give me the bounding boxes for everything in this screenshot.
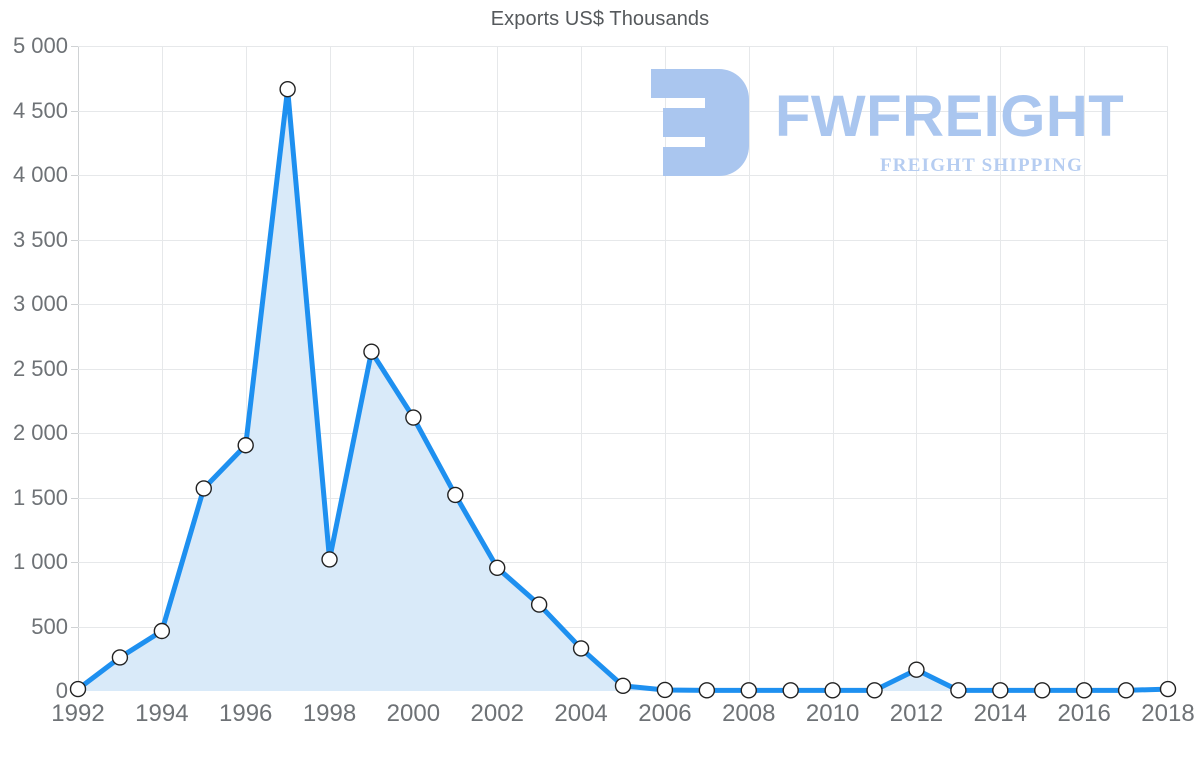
data-point-marker[interactable] bbox=[908, 661, 925, 678]
x-tick-label: 2000 bbox=[386, 700, 441, 727]
y-tick-label: 3 000 bbox=[12, 291, 68, 316]
x-tick-label: 2010 bbox=[805, 700, 860, 727]
y-tick-label: 500 bbox=[31, 613, 68, 639]
x-tick-label: 1996 bbox=[218, 700, 273, 727]
x-tick-label: 2002 bbox=[470, 700, 524, 727]
data-point-marker[interactable] bbox=[1075, 682, 1093, 699]
series-area-fill bbox=[78, 89, 1168, 691]
y-tick-label: 3 500 bbox=[12, 226, 68, 252]
plot-area bbox=[69, 46, 1177, 699]
x-tick-label: 1994 bbox=[135, 700, 189, 727]
data-point-marker[interactable] bbox=[489, 559, 506, 576]
data-point-marker[interactable] bbox=[1117, 682, 1135, 699]
gridline-horizontal bbox=[78, 304, 1168, 305]
gridline-horizontal bbox=[78, 175, 1168, 176]
data-point-marker[interactable] bbox=[447, 486, 464, 504]
y-tick-label: 4 500 bbox=[12, 97, 68, 123]
data-point-marker[interactable] bbox=[321, 551, 338, 568]
data-point-marker[interactable] bbox=[656, 681, 674, 699]
data-point-marker[interactable] bbox=[111, 649, 129, 666]
y-tick-mark bbox=[71, 368, 78, 370]
gridline-horizontal bbox=[78, 433, 1168, 434]
gridline-vertical bbox=[329, 46, 331, 691]
gridline-vertical bbox=[161, 46, 163, 691]
y-tick-mark bbox=[71, 562, 78, 563]
gridline-horizontal bbox=[78, 368, 1168, 370]
gridline-vertical bbox=[497, 46, 499, 691]
data-point-marker[interactable] bbox=[237, 437, 254, 454]
data-point-marker[interactable] bbox=[782, 682, 799, 699]
data-point-marker[interactable] bbox=[363, 343, 380, 360]
gridline-vertical bbox=[748, 46, 750, 691]
x-tick-label: 2018 bbox=[1141, 700, 1195, 727]
data-point-marker[interactable] bbox=[950, 682, 967, 699]
x-tick-label: 1998 bbox=[302, 700, 357, 727]
data-point-marker[interactable] bbox=[572, 640, 590, 657]
chart-title: Exports US$ Thousands bbox=[490, 8, 710, 30]
data-point-marker[interactable] bbox=[740, 682, 757, 699]
gridline-vertical bbox=[1000, 46, 1002, 691]
data-point-marker[interactable] bbox=[1034, 682, 1051, 699]
gridline-vertical bbox=[916, 46, 918, 691]
data-point-marker[interactable] bbox=[698, 682, 716, 699]
gridline-horizontal bbox=[78, 626, 1168, 628]
data-point-marker[interactable] bbox=[153, 622, 171, 640]
y-tick-mark bbox=[71, 497, 78, 499]
data-point-marker[interactable] bbox=[279, 81, 296, 98]
y-tick-label: 0 bbox=[55, 678, 68, 703]
x-tick-label: 2006 bbox=[638, 700, 692, 727]
data-point-marker[interactable] bbox=[1159, 680, 1177, 698]
data-point-marker[interactable] bbox=[69, 680, 87, 698]
x-tick-label: 2004 bbox=[554, 700, 608, 727]
data-point-marker[interactable] bbox=[405, 409, 422, 426]
gridline-vertical bbox=[832, 46, 834, 691]
data-point-marker[interactable] bbox=[992, 682, 1009, 699]
y-tick-label: 1 000 bbox=[12, 549, 68, 574]
x-tick-label: 1992 bbox=[51, 700, 105, 727]
y-tick-mark bbox=[71, 110, 78, 112]
y-tick-label: 2 000 bbox=[12, 420, 68, 445]
y-tick-mark bbox=[71, 175, 78, 176]
y-tick-mark bbox=[71, 239, 78, 241]
x-tick-label: 2008 bbox=[722, 700, 776, 727]
gridline-horizontal bbox=[78, 497, 1168, 499]
x-tick-label: 2016 bbox=[1057, 700, 1111, 727]
x-tick-label: 2012 bbox=[889, 700, 944, 727]
gridline-horizontal bbox=[78, 239, 1168, 241]
y-tick-label: 4 000 bbox=[12, 162, 68, 187]
y-tick-label: 5 000 bbox=[12, 33, 68, 58]
data-point-marker[interactable] bbox=[614, 677, 632, 695]
data-point-marker[interactable] bbox=[530, 596, 548, 613]
gridline-vertical bbox=[581, 46, 583, 691]
data-point-marker[interactable] bbox=[824, 682, 841, 699]
y-tick-label: 1 500 bbox=[12, 484, 68, 510]
gridline-horizontal bbox=[78, 110, 1168, 112]
y-tick-mark bbox=[71, 626, 78, 628]
y-tick-mark bbox=[71, 433, 78, 434]
y-tick-mark bbox=[71, 304, 78, 305]
gridline-vertical bbox=[1084, 46, 1086, 691]
x-tick-label: 2014 bbox=[973, 700, 1027, 727]
y-tick-mark bbox=[71, 46, 78, 47]
gridline-horizontal bbox=[78, 46, 1168, 47]
gridline-vertical bbox=[664, 46, 666, 691]
gridline-vertical bbox=[413, 46, 415, 691]
gridline-vertical bbox=[245, 46, 247, 691]
data-series-exports bbox=[69, 81, 1177, 699]
gridline-horizontal bbox=[78, 562, 1168, 563]
y-tick-label: 2 500 bbox=[12, 355, 68, 381]
data-point-marker[interactable] bbox=[866, 682, 883, 699]
data-point-marker[interactable] bbox=[195, 480, 212, 497]
